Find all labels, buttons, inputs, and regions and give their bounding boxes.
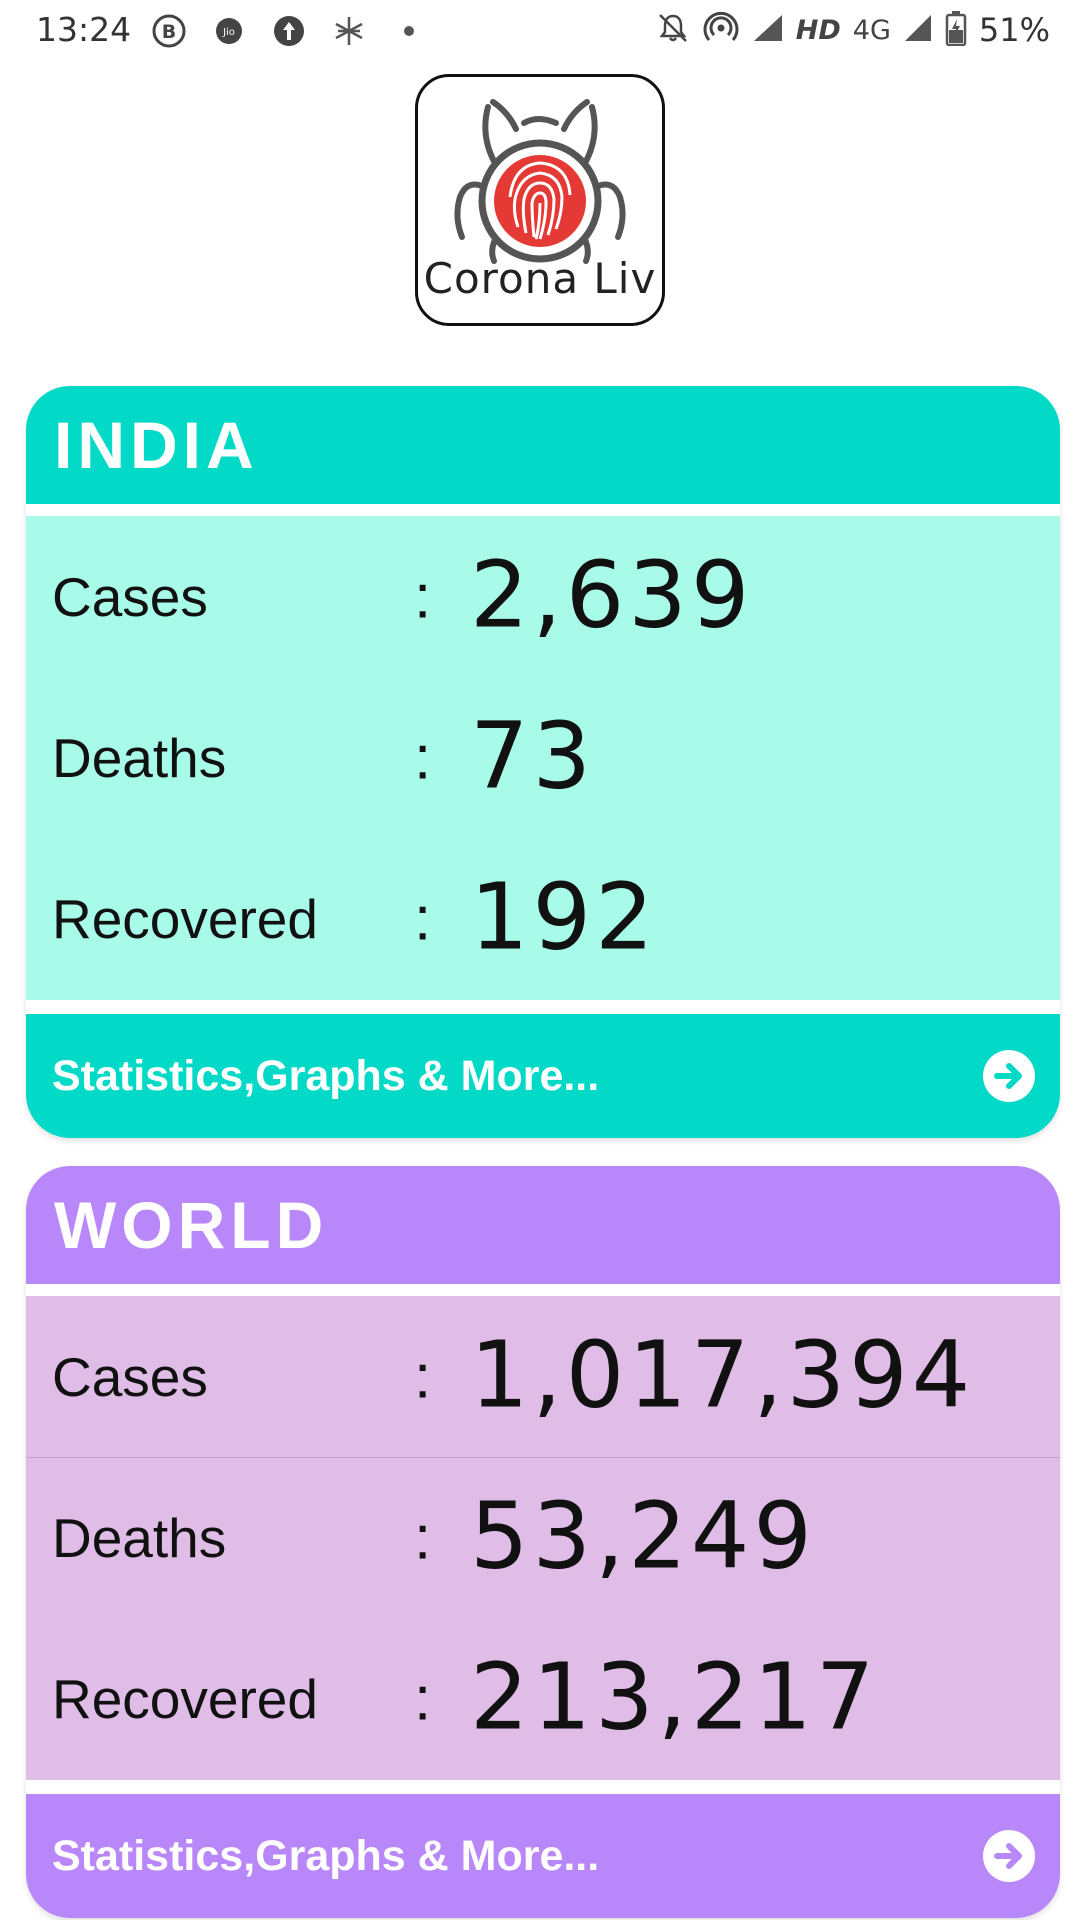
world-stats-card: WORLD Cases : 1,017,394 Deaths : 53,249 …	[26, 1166, 1060, 1918]
footer-label: Statistics,Graphs & More...	[52, 1831, 600, 1880]
india-cases-row: Cases : 2,639	[26, 516, 1060, 677]
stat-colon: :	[414, 562, 432, 631]
world-card-header: WORLD	[26, 1166, 1060, 1284]
world-deaths-row: Deaths : 53,249	[26, 1457, 1060, 1618]
india-cases-value: 2,639	[470, 540, 754, 648]
india-card-title: INDIA	[54, 408, 259, 482]
bug-fingerprint-icon	[454, 99, 626, 264]
stat-colon: :	[414, 723, 432, 792]
system-icons: HD 4G 51%	[656, 10, 1050, 50]
india-deaths-row: Deaths : 73	[26, 677, 1060, 838]
india-stats-card: INDIA Cases : 2,639 Deaths : 73 Recovere…	[26, 386, 1060, 1138]
status-time: 13:24	[36, 10, 132, 49]
india-recovered-value: 192	[470, 862, 658, 970]
stat-label: Recovered	[52, 887, 318, 950]
stat-label: Recovered	[52, 1667, 318, 1730]
stat-colon: :	[414, 884, 432, 953]
battery-icon	[945, 10, 967, 50]
stat-colon: :	[414, 1342, 432, 1411]
world-cases-value: 1,017,394	[470, 1320, 975, 1428]
notification-icons: B Jio	[150, 12, 428, 50]
world-cases-row: Cases : 1,017,394	[26, 1296, 1060, 1457]
india-statistics-button[interactable]: Statistics,Graphs & More...	[26, 1014, 1060, 1138]
world-card-body: Cases : 1,017,394 Deaths : 53,249 Recove…	[26, 1296, 1060, 1780]
world-recovered-value: 213,217	[470, 1642, 879, 1750]
mute-icon	[656, 11, 690, 49]
app-logo: Corona Liv	[415, 74, 665, 326]
divider	[26, 1284, 1060, 1296]
arrow-right-circle-icon	[983, 1050, 1035, 1102]
footer-label: Statistics,Graphs & More...	[52, 1051, 600, 1100]
divider	[26, 1780, 1060, 1792]
dot-icon	[390, 12, 428, 50]
signal-icon	[903, 13, 933, 47]
india-deaths-value: 73	[470, 701, 596, 809]
stat-label: Deaths	[52, 1507, 227, 1569]
svg-text:Jio: Jio	[222, 27, 235, 38]
signal-icon	[752, 13, 784, 47]
battery-percent: 51%	[978, 11, 1050, 49]
stat-colon: :	[414, 1503, 432, 1573]
india-card-header: INDIA	[26, 386, 1060, 504]
network-type: 4G	[852, 14, 891, 46]
bbm-icon: B	[150, 12, 188, 50]
svg-text:B: B	[162, 21, 176, 43]
logo-text: Corona Liv	[423, 254, 657, 303]
divider	[26, 1000, 1060, 1012]
world-card-title: WORLD	[54, 1188, 329, 1262]
jio-icon: Jio	[210, 12, 248, 50]
hotspot-icon	[702, 11, 740, 49]
stat-colon: :	[414, 1664, 432, 1733]
stat-label: Cases	[52, 1345, 208, 1408]
world-statistics-button[interactable]: Statistics,Graphs & More...	[26, 1794, 1060, 1918]
india-recovered-row: Recovered : 192	[26, 838, 1060, 999]
world-deaths-value: 53,249	[470, 1482, 816, 1590]
arrow-right-circle-icon	[983, 1830, 1035, 1882]
upload-icon	[270, 12, 308, 50]
stat-label: Deaths	[52, 726, 227, 789]
divider	[26, 504, 1060, 516]
network-hd: HD	[795, 14, 841, 46]
world-recovered-row: Recovered : 213,217	[26, 1618, 1060, 1779]
india-card-body: Cases : 2,639 Deaths : 73 Recovered : 19…	[26, 516, 1060, 1000]
asterisk-icon	[330, 12, 368, 50]
stat-label: Cases	[52, 565, 208, 628]
status-bar: 13:24 B Jio HD 4G	[0, 0, 1080, 62]
